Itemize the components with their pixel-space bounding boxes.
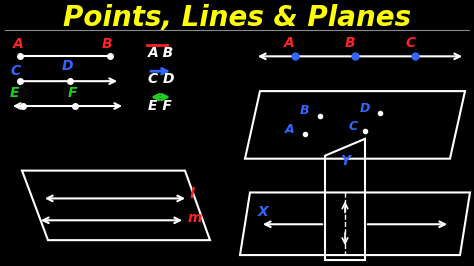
Text: E F: E F [148, 99, 172, 113]
Text: C: C [349, 120, 358, 133]
Text: l: l [190, 188, 195, 201]
Text: A: A [13, 38, 24, 51]
Text: D: D [62, 59, 73, 73]
Text: C D: C D [148, 72, 174, 86]
Text: Points, Lines & Planes: Points, Lines & Planes [63, 3, 411, 32]
Text: B: B [345, 36, 356, 51]
Text: C: C [10, 64, 20, 78]
Text: C: C [406, 36, 416, 51]
Text: F: F [68, 86, 78, 100]
Text: B: B [300, 105, 310, 118]
Text: X: X [258, 205, 269, 219]
Text: A: A [285, 123, 295, 136]
Text: Y: Y [340, 154, 350, 168]
Text: A B: A B [148, 46, 174, 60]
Text: m: m [188, 211, 202, 225]
Text: A: A [284, 36, 295, 51]
Text: E: E [10, 86, 19, 100]
Text: B: B [102, 38, 113, 51]
Text: D: D [360, 102, 370, 115]
